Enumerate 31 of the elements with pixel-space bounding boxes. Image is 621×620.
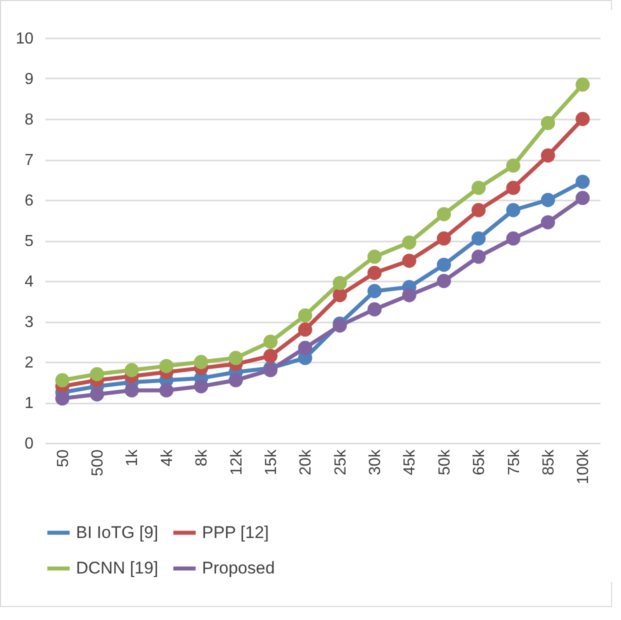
x-tick-label: 12k [228,448,246,476]
x-tick-label: 85k [540,448,558,476]
y-tick-label: 0 [24,436,34,452]
x-tick-label: 25k [332,448,350,476]
x-tick-label: 4k [158,448,176,466]
y-tick-label: 3 [24,314,34,331]
y-tick-label: 4 [24,274,34,290]
y-tick-label: 7 [24,152,34,169]
x-tick-label: 30k [367,448,384,476]
x-tick-label: 75k [506,448,523,476]
y-tick-label: 8 [24,112,34,128]
x-tick-label: 50 [54,449,72,468]
y-tick-label: 2 [24,354,34,372]
legend-label: PPP [12] [202,522,269,542]
x-tick-label: 20k [298,448,315,476]
y-tick-label: 10 [16,30,34,48]
x-tick-label: 8k [194,448,211,466]
y-tick-label: 9 [24,71,34,88]
y-tick-label: 1 [24,395,34,412]
y-tick-label: 6 [24,192,34,210]
legend-label: DCNN [19] [76,558,158,578]
x-tick-label: 15k [262,448,280,476]
x-tick-label: 45k [402,448,419,476]
y-tick-label: 5 [24,233,34,250]
legend-label: Proposed [202,558,275,578]
x-tick-label: 500 [90,449,107,476]
legend-label: BI IoTG [9] [76,522,158,542]
x-tick-label: 65k [471,448,488,476]
x-tick-label: 50k [436,448,454,476]
x-tick-label: 100k [575,448,592,484]
x-tick-label: 1k [124,448,142,466]
